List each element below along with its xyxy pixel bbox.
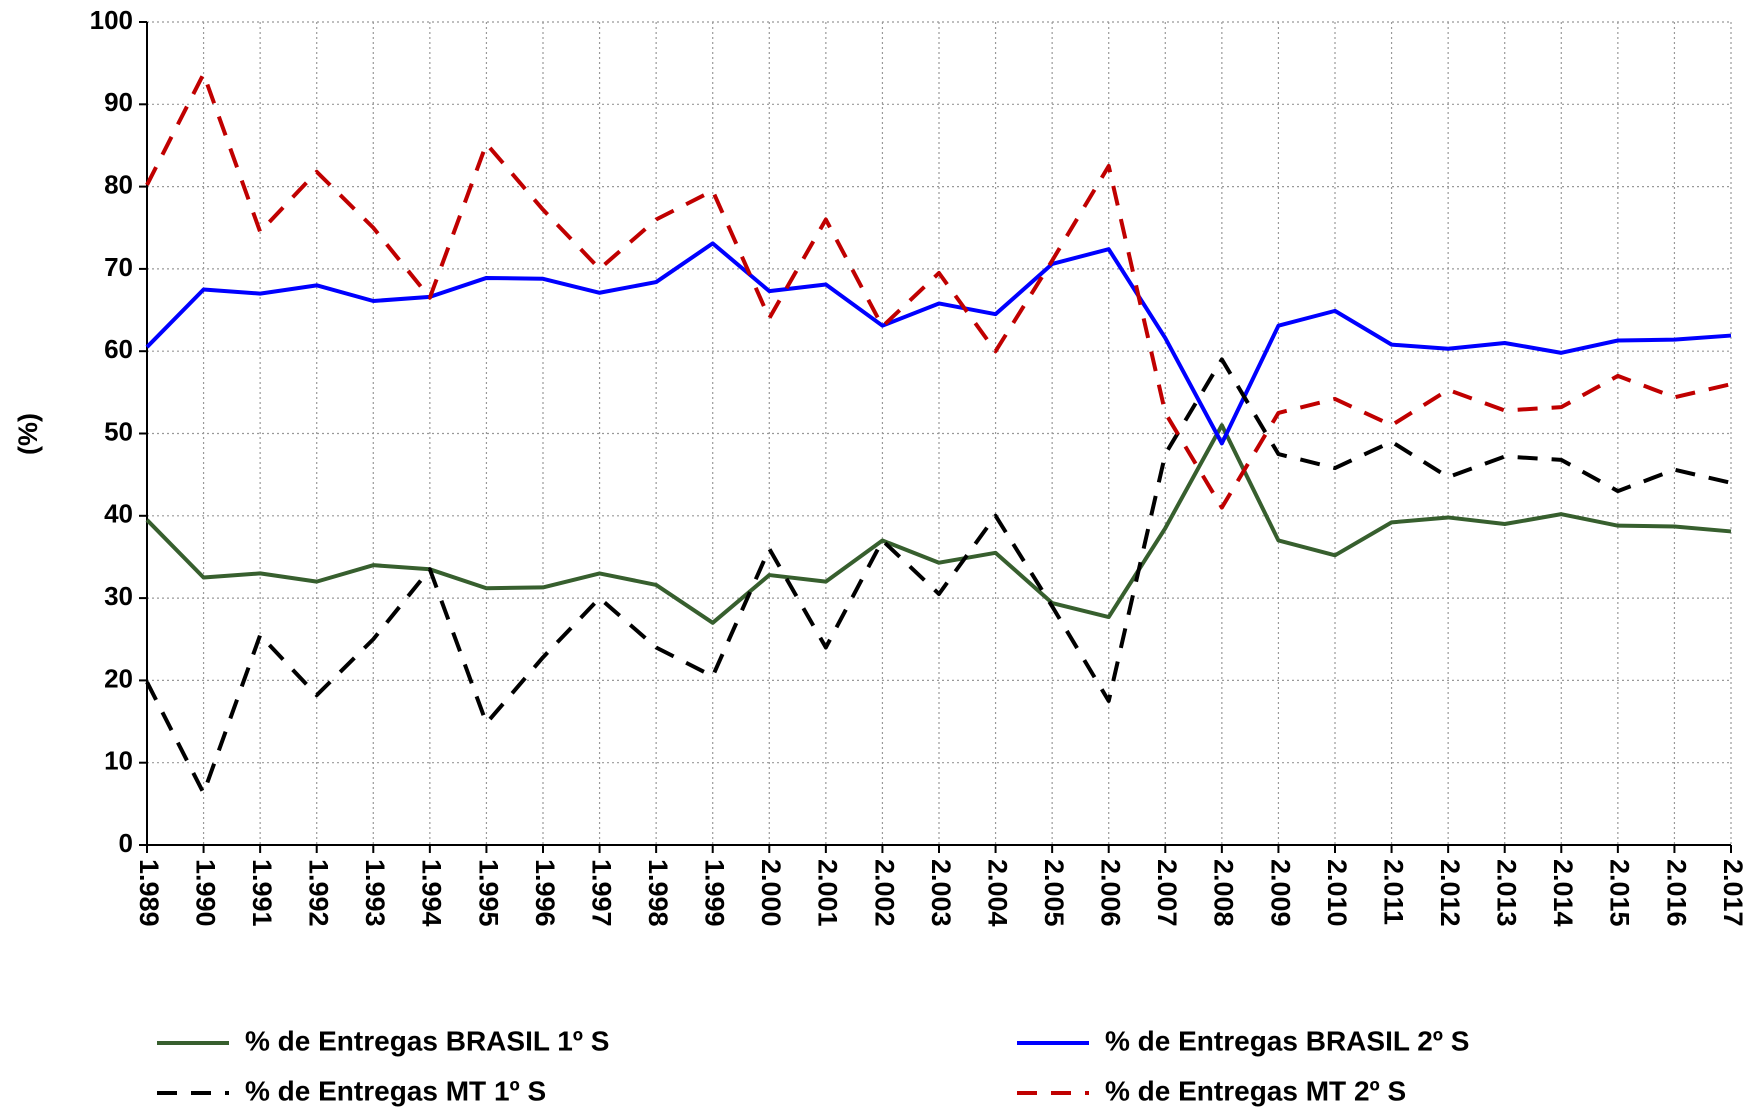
x-tick-label: 1.995 bbox=[473, 859, 503, 927]
x-tick-label: 2.010 bbox=[1322, 859, 1352, 927]
x-tick-label: 2.006 bbox=[1096, 859, 1126, 927]
y-tick-label: 20 bbox=[104, 663, 133, 693]
x-tick-label: 2.017 bbox=[1718, 859, 1748, 927]
line-series bbox=[145, 357, 1732, 796]
legend-label: % de Entregas MT 1º S bbox=[245, 1075, 546, 1106]
x-tick-label: 2.016 bbox=[1661, 859, 1691, 927]
x-tick-label: 2.008 bbox=[1209, 859, 1239, 927]
x-tick-label: 1.998 bbox=[643, 859, 673, 927]
y-tick-label: 60 bbox=[104, 334, 133, 364]
x-tick-label: 1.991 bbox=[247, 859, 277, 927]
line-series bbox=[145, 241, 1732, 446]
x-tick-label: 1.992 bbox=[304, 859, 334, 927]
x-tick-label: 2.015 bbox=[1605, 859, 1635, 927]
legend-label: % de Entregas BRASIL 2º S bbox=[1105, 1025, 1469, 1056]
x-tick-label: 1.989 bbox=[134, 859, 164, 927]
legend-label: % de Entregas BRASIL 1º S bbox=[245, 1025, 609, 1056]
x-tick-label: 2.009 bbox=[1265, 859, 1295, 927]
y-tick-label: 50 bbox=[104, 416, 133, 446]
x-tick-label: 2.011 bbox=[1378, 859, 1408, 925]
x-tick-label: 2.007 bbox=[1152, 859, 1182, 927]
x-tick-label: 2.002 bbox=[869, 859, 899, 927]
line-series bbox=[145, 423, 1732, 625]
y-tick-label: 30 bbox=[104, 581, 133, 611]
y-tick-label: 0 bbox=[119, 828, 133, 858]
x-tick-label: 2.004 bbox=[982, 859, 1012, 927]
legend-label: % de Entregas MT 2º S bbox=[1105, 1075, 1406, 1106]
x-tick-label: 2.000 bbox=[756, 859, 786, 927]
y-tick-label: 70 bbox=[104, 252, 133, 282]
y-tick-label: 40 bbox=[104, 499, 133, 529]
x-tick-label: 2.014 bbox=[1548, 859, 1578, 927]
x-tick-label: 1.996 bbox=[530, 859, 560, 927]
y-axis-label: (%) bbox=[13, 413, 43, 455]
y-tick-label: 90 bbox=[104, 87, 133, 117]
line-series bbox=[145, 71, 1732, 510]
y-tick-label: 100 bbox=[90, 5, 133, 35]
x-tick-label: 1.999 bbox=[700, 859, 730, 927]
x-tick-label: 1.994 bbox=[417, 859, 447, 927]
x-tick-label: 1.990 bbox=[190, 859, 220, 927]
x-tick-label: 2.005 bbox=[1039, 859, 1069, 927]
x-tick-label: 2.003 bbox=[926, 859, 956, 927]
y-tick-label: 80 bbox=[104, 169, 133, 199]
x-tick-label: 2.013 bbox=[1492, 859, 1522, 927]
x-tick-label: 1.997 bbox=[586, 859, 616, 927]
x-tick-label: 2.001 bbox=[813, 859, 843, 927]
x-tick-label: 2.012 bbox=[1435, 859, 1465, 927]
y-tick-label: 10 bbox=[104, 746, 133, 776]
x-tick-label: 1.993 bbox=[360, 859, 390, 927]
